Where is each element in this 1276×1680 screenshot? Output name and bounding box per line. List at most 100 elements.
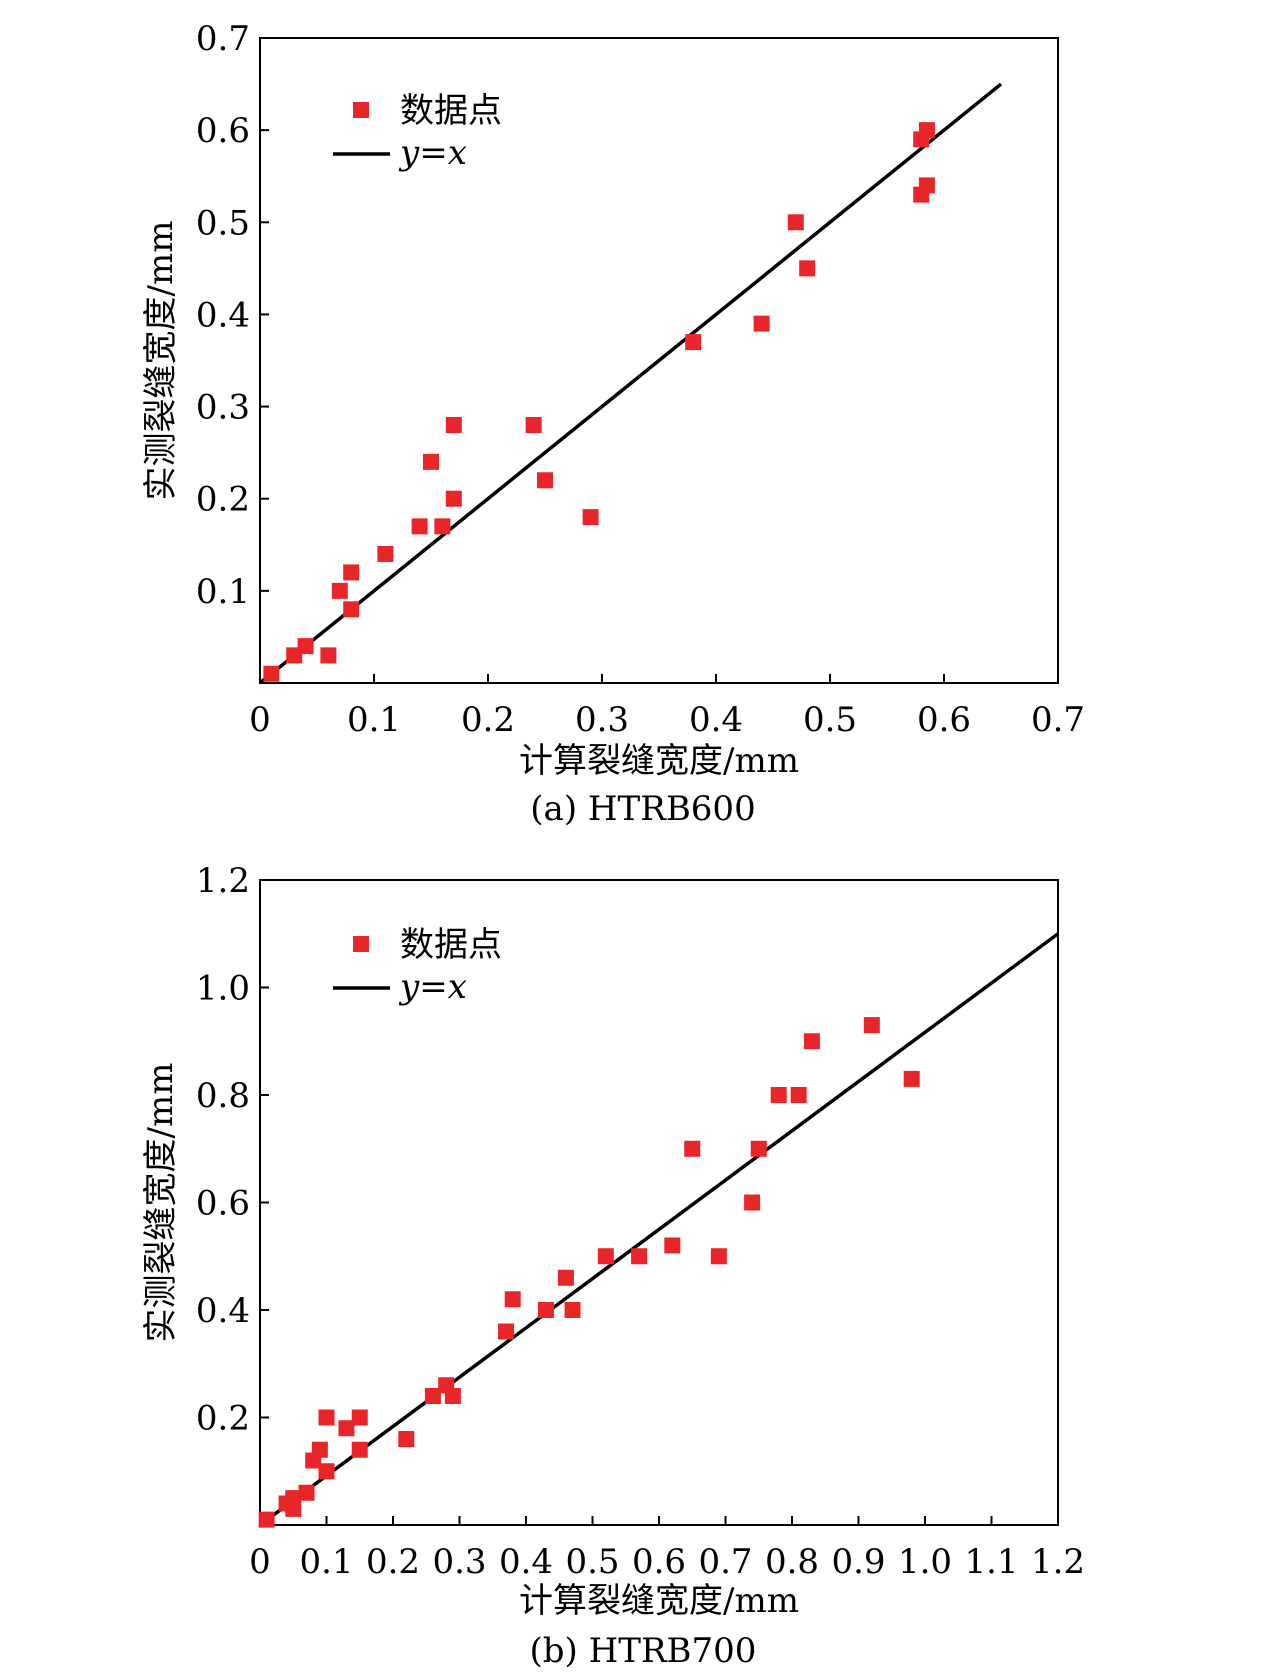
data-point <box>582 509 599 526</box>
x-tick-label: 0.1 <box>299 1542 353 1582</box>
data-point <box>318 1409 335 1426</box>
chart-caption: (b) HTRB700 <box>530 1631 757 1671</box>
y-tick-label: 0.4 <box>196 295 250 335</box>
data-point <box>320 647 337 664</box>
x-tick-label: 0.7 <box>698 1542 752 1582</box>
legend-point-marker <box>353 936 369 952</box>
x-tick-label: 0.1 <box>347 700 401 740</box>
x-tick-label: 0.3 <box>432 1542 486 1582</box>
data-point <box>597 1248 614 1265</box>
data-point <box>311 1441 328 1458</box>
data-point <box>557 1269 574 1286</box>
data-point <box>710 1248 727 1265</box>
data-point <box>863 1017 880 1034</box>
data-point <box>770 1087 787 1103</box>
data-point <box>343 564 360 581</box>
data-point <box>799 260 816 277</box>
x-axis-label: 计算裂缝宽度/mm <box>519 1581 799 1621</box>
x-tick-label: 0.3 <box>575 700 629 740</box>
data-point <box>504 1291 521 1308</box>
fit-line <box>258 932 1060 1527</box>
data-point <box>753 315 770 332</box>
data-point <box>411 518 428 535</box>
data-point <box>498 1323 515 1340</box>
x-tick-label: 1.0 <box>898 1542 952 1582</box>
data-point <box>424 1388 441 1404</box>
legend-line-label: y=x <box>398 967 467 1007</box>
data-point <box>377 546 394 562</box>
y-axis-label: 实测裂缝宽度/mm <box>141 221 181 501</box>
data-point <box>343 601 360 618</box>
data-point <box>258 1511 275 1528</box>
data-point <box>790 1087 807 1103</box>
x-tick-label: 0.5 <box>565 1542 619 1582</box>
x-tick-label: 0.7 <box>1031 700 1085 740</box>
legend-points-label: 数据点 <box>400 91 502 131</box>
x-tick-label: 0 <box>249 1542 271 1582</box>
x-tick-label: 0.4 <box>499 1542 553 1582</box>
y-tick-label: 0.7 <box>196 19 250 59</box>
legend-point-marker <box>353 102 369 118</box>
y-tick-label: 0.2 <box>196 1399 250 1439</box>
plot-frame <box>259 37 1059 684</box>
x-tick-label: 0.6 <box>917 700 971 740</box>
data-point <box>297 638 314 655</box>
data-point <box>787 214 804 231</box>
data-point <box>564 1302 581 1318</box>
x-tick-label: 0.2 <box>366 1542 420 1582</box>
data-point <box>298 1484 315 1501</box>
data-point <box>398 1431 415 1447</box>
data-point <box>445 490 462 507</box>
y-axis-label: 实测裂缝宽度/mm <box>141 1063 181 1343</box>
panel-b: 0 0.1 0.2 0.3 0.4 0.5 0.6 0.7 0.8 0.9 1.0 1.1 1.2 0.2… <box>141 861 1085 1671</box>
data-point <box>918 122 935 139</box>
plot-frame <box>259 879 1059 1526</box>
data-point <box>525 417 542 433</box>
data-point <box>684 1140 701 1157</box>
x-tick-label: 0.6 <box>632 1542 686 1582</box>
data-point <box>423 453 439 470</box>
data-point <box>537 472 553 489</box>
x-tick-label: 1.2 <box>1031 1542 1085 1582</box>
y-tick-label: 1.2 <box>196 861 250 901</box>
fit-line <box>258 82 1003 685</box>
data-point <box>338 1420 355 1437</box>
x-tick-label: 0.9 <box>831 1542 885 1582</box>
data-point <box>285 1500 302 1517</box>
data-point <box>918 177 935 194</box>
data-point <box>318 1463 335 1480</box>
data-point <box>903 1070 920 1087</box>
data-point <box>631 1248 648 1265</box>
x-tick-label: 0.2 <box>461 700 515 740</box>
y-tick-label: 0.2 <box>196 480 250 520</box>
legend-line-label: y=x <box>398 133 467 173</box>
chart-caption: (a) HTRB600 <box>530 789 755 829</box>
data-point <box>803 1033 820 1050</box>
x-tick-label: 1.1 <box>964 1542 1018 1582</box>
data-point <box>685 334 702 351</box>
panel-a: 0 0.1 0.2 0.3 0.4 0.5 0.6 0.7 0.1 0.2 0.3 0.4 0.5 0.6… <box>141 19 1085 829</box>
x-tick-label: 0.8 <box>765 1542 819 1582</box>
data-point <box>351 1441 368 1458</box>
y-tick-label: 0.5 <box>196 203 250 243</box>
y-tick-label: 0.6 <box>196 111 250 151</box>
data-point <box>444 1388 461 1404</box>
x-tick-label: 0 <box>249 700 271 740</box>
y-tick-label: 0.6 <box>196 1184 250 1224</box>
y-tick-label: 0.8 <box>196 1076 250 1116</box>
data-point <box>351 1409 368 1426</box>
legend-points-label: 数据点 <box>400 925 502 965</box>
data-point <box>750 1140 767 1157</box>
data-point <box>445 417 462 433</box>
data-point <box>434 518 451 535</box>
x-tick-label: 0.4 <box>689 700 743 740</box>
y-tick-label: 0.3 <box>196 388 250 428</box>
y-tick-label: 0.1 <box>196 572 250 612</box>
data-point <box>263 665 280 682</box>
data-point <box>744 1194 761 1211</box>
x-axis-label: 计算裂缝宽度/mm <box>519 741 799 781</box>
y-tick-label: 0.4 <box>196 1291 250 1331</box>
